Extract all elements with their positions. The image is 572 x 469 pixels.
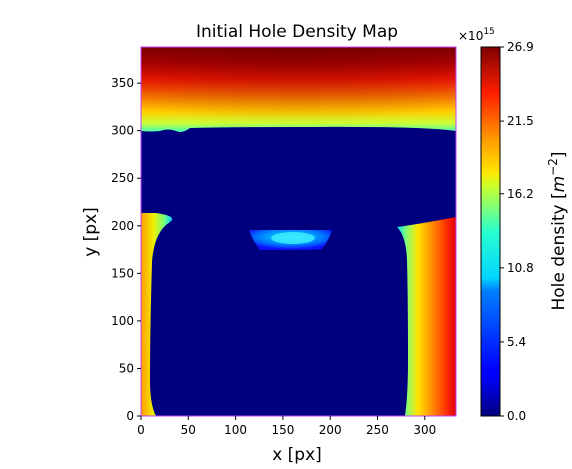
x-tick-label: 300 — [413, 423, 436, 437]
colorbar-unit: m — [549, 176, 569, 193]
x-tick-label: 250 — [366, 423, 389, 437]
heatmap-plot — [141, 47, 456, 416]
x-axis: 0 50 100 150 200 250 300 — [137, 416, 436, 437]
colorbar-ticks: 0.0 5.4 10.8 16.2 21.5 26.9 — [500, 40, 534, 423]
y-axis-label: y [px] — [81, 207, 101, 257]
colorbar — [480, 46, 501, 417]
colorbar-multiplier: ×1015 — [458, 27, 495, 43]
heatmap-island-core — [271, 232, 315, 244]
y-tick-label: 100 — [111, 314, 134, 328]
y-tick-label: 200 — [111, 219, 134, 233]
colorbar-label-close-bracket: ] — [549, 151, 569, 158]
colorbar-tick-label: 5.4 — [507, 335, 526, 349]
x-tick-label: 200 — [319, 423, 342, 437]
x-tick-label: 150 — [271, 423, 294, 437]
y-tick-label: 150 — [111, 266, 134, 280]
colorbar-tick-label: 10.8 — [507, 261, 534, 275]
x-tick-label: 0 — [137, 423, 145, 437]
colorbar-multiplier-base: ×10 — [458, 29, 483, 43]
plot-frame — [140, 46, 457, 417]
y-tick-label: 50 — [119, 361, 134, 375]
colorbar-tick-label: 26.9 — [507, 40, 534, 54]
colorbar-tick-label: 16.2 — [507, 187, 534, 201]
y-tick-label: 0 — [126, 409, 134, 423]
chart-title: Initial Hole Density Map — [196, 22, 398, 42]
heatmap-region-left-strip — [141, 213, 173, 416]
y-tick-label: 250 — [111, 171, 134, 185]
colorbar-label-open-bracket: [ — [549, 192, 569, 204]
heatmap-region-right-strip — [397, 217, 456, 416]
colorbar-label-text: Hole density — [549, 204, 569, 310]
x-tick-label: 50 — [181, 423, 196, 437]
colorbar-tick-label: 21.5 — [507, 114, 534, 128]
y-tick-label: 300 — [111, 124, 134, 138]
y-tick-label: 350 — [111, 76, 134, 90]
x-tick-label: 100 — [224, 423, 247, 437]
colorbar-label: Hole density [m−2] — [546, 151, 569, 310]
colorbar-tick-label: 0.0 — [507, 409, 526, 423]
x-axis-label: x [px] — [272, 445, 322, 465]
colorbar-multiplier-exponent: 15 — [483, 27, 494, 37]
y-axis: 0 50 100 150 200 250 300 350 — [111, 76, 141, 423]
heatmap-region-top-glow — [141, 47, 456, 131]
colorbar-unit-exponent: −2 — [546, 158, 560, 176]
